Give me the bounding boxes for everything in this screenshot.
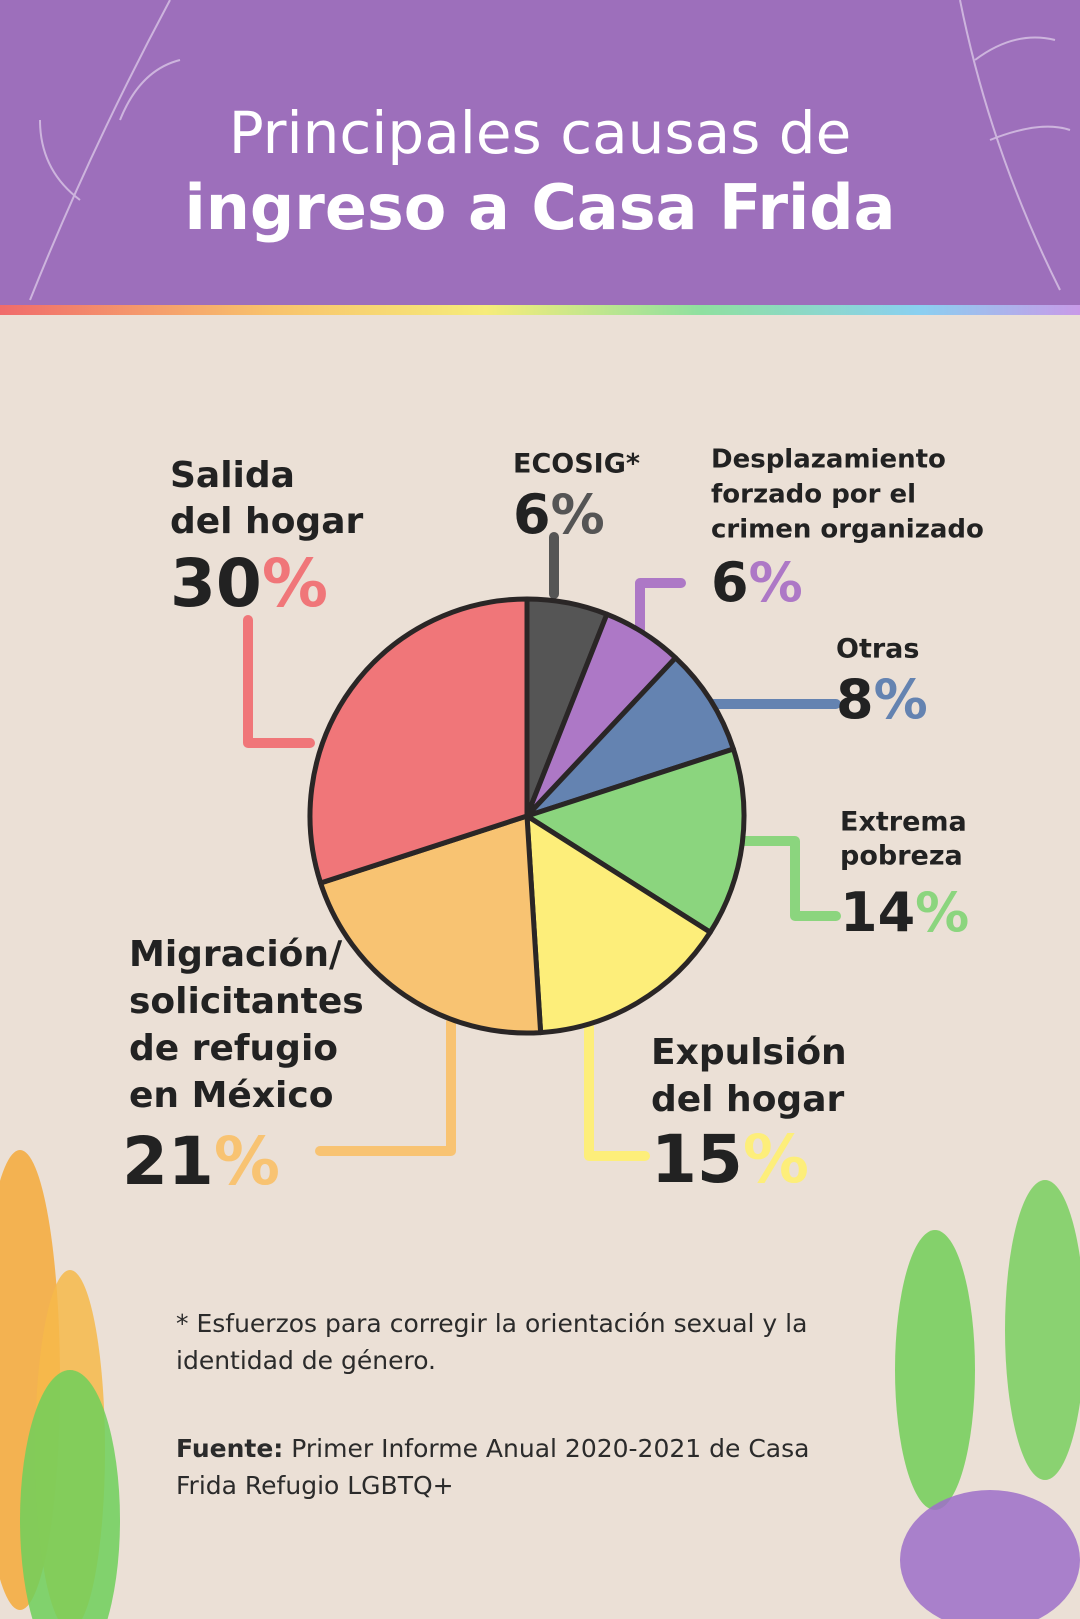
value-unit: % bbox=[915, 881, 969, 944]
value-unit: % bbox=[551, 483, 605, 546]
category-label: ECOSIG* bbox=[513, 449, 640, 480]
category-label: Desplazamiento bbox=[711, 445, 946, 475]
pie-slice bbox=[307, 596, 530, 886]
category-label: en México bbox=[129, 1075, 333, 1116]
value-number: 30 bbox=[170, 545, 262, 622]
source: Fuente: Primer Informe Anual 2020-2021 d… bbox=[176, 1430, 876, 1504]
pie-slice bbox=[524, 813, 713, 1036]
value-number: 21 bbox=[122, 1123, 214, 1200]
category-label: del hogar bbox=[651, 1079, 844, 1120]
category-label: Migración/ bbox=[129, 934, 343, 975]
rainbow-strip bbox=[0, 305, 1080, 315]
header bbox=[0, 0, 1080, 307]
value-label: 15% bbox=[651, 1121, 809, 1198]
value-unit: % bbox=[262, 545, 328, 622]
category-label: pobreza bbox=[840, 841, 963, 872]
value-label: 30% bbox=[170, 545, 328, 622]
value-number: 6 bbox=[513, 483, 551, 546]
category-label: Salida bbox=[170, 455, 295, 496]
pie-slice bbox=[318, 813, 544, 1036]
category-label: crimen organizado bbox=[711, 515, 984, 545]
pie bbox=[307, 596, 747, 1036]
value-unit: % bbox=[214, 1123, 280, 1200]
category-label: Otras bbox=[836, 634, 919, 665]
category-label: de refugio bbox=[129, 1028, 338, 1069]
footnote: * Esfuerzos para corregir la orientación… bbox=[176, 1309, 808, 1375]
value-label: 6% bbox=[711, 551, 803, 614]
category-label: solicitantes bbox=[129, 981, 364, 1022]
category-label: Extrema bbox=[840, 807, 967, 838]
chart-title-highlight: ingreso a Casa Frida bbox=[184, 171, 895, 244]
value-number: 8 bbox=[836, 668, 874, 731]
category-label: Expulsión bbox=[651, 1032, 847, 1073]
source-label: Fuente: bbox=[176, 1434, 284, 1463]
connectors bbox=[243, 532, 841, 1161]
value-label: 8% bbox=[836, 668, 928, 731]
plant-decor bbox=[0, 1150, 1080, 1619]
value-number: 15 bbox=[651, 1121, 743, 1198]
header-leaves bbox=[29, 0, 1071, 301]
value-label: 21% bbox=[122, 1123, 280, 1200]
value-label: 14% bbox=[840, 881, 969, 944]
source-text: Primer Informe Anual 2020-2021 de Casa F… bbox=[176, 1434, 810, 1500]
value-number: 14 bbox=[840, 881, 915, 944]
value-number: 6 bbox=[711, 551, 749, 614]
category-label: del hogar bbox=[170, 501, 363, 542]
value-label: 6% bbox=[513, 483, 605, 546]
value-unit: % bbox=[749, 551, 803, 614]
value-unit: % bbox=[874, 668, 928, 731]
pie-slice bbox=[524, 746, 747, 935]
value-unit: % bbox=[743, 1121, 809, 1198]
category-label: forzado por el bbox=[711, 480, 916, 510]
chart-title: Principales causas de bbox=[229, 99, 852, 167]
